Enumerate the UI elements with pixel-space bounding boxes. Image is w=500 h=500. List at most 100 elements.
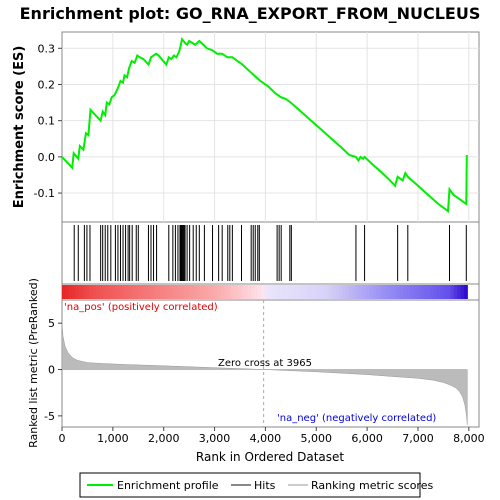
metric-tick-label: 5 xyxy=(48,317,55,330)
colorbar-segment xyxy=(406,285,411,299)
colorbar-segment xyxy=(197,285,202,299)
colorbar-segment xyxy=(139,285,144,299)
colorbar-segment xyxy=(308,285,313,299)
ranking-metric-area xyxy=(61,323,468,426)
colorbar-segment xyxy=(68,285,73,299)
colorbar-segment xyxy=(105,285,110,299)
colorbar-segment xyxy=(159,285,164,299)
metric-axis: -5 0 5 xyxy=(44,317,62,423)
legend: Enrichment profile Hits Ranking metric s… xyxy=(79,472,433,498)
colorbar-segment xyxy=(315,285,320,299)
colorbar-segment xyxy=(430,285,435,299)
colorbar-segment xyxy=(92,285,97,299)
colorbar-segment xyxy=(136,285,141,299)
colorbar-segment xyxy=(463,285,468,299)
colorbar-segment xyxy=(416,285,421,299)
x-tick-label: 4,000 xyxy=(250,432,282,445)
colorbar-segment xyxy=(163,285,168,299)
neg-label: 'na_neg' (negatively correlated) xyxy=(277,413,436,424)
x-tick-label: 2,000 xyxy=(148,432,180,445)
es-tick-label: -0.1 xyxy=(34,187,55,200)
colorbar-segment xyxy=(359,285,364,299)
colorbar-segment xyxy=(247,285,252,299)
colorbar-segment xyxy=(149,285,154,299)
colorbar-segment xyxy=(244,285,249,299)
zero-cross-label: Zero cross at 3965 xyxy=(218,358,312,369)
colorbar-segment xyxy=(241,285,245,299)
colorbar-segment xyxy=(237,285,242,299)
colorbar-segment xyxy=(274,285,279,299)
colorbar-segment xyxy=(457,285,462,299)
colorbar-segment xyxy=(207,285,212,299)
colorbar-segment xyxy=(332,285,337,299)
colorbar-segment xyxy=(295,285,300,299)
es-tick-label: 0.0 xyxy=(38,151,56,164)
colorbar-segment xyxy=(413,285,418,299)
colorbar-segment xyxy=(99,285,104,299)
colorbar-segment xyxy=(379,285,384,299)
colorbar-segment xyxy=(386,285,391,299)
colorbar-segment xyxy=(78,285,83,299)
colorbar-segment xyxy=(362,285,367,299)
colorbar-segment xyxy=(251,285,256,299)
colorbar-segment xyxy=(460,285,465,299)
colorbar-segment xyxy=(453,285,458,299)
colorbar-segment xyxy=(389,285,394,299)
es-tick-label: 0.1 xyxy=(38,115,56,128)
colorbar-segment xyxy=(220,285,225,299)
colorbar-segment xyxy=(335,285,340,299)
colorbar-segment xyxy=(190,285,195,299)
colorbar-segment xyxy=(345,285,350,299)
metric-tick-label: -5 xyxy=(44,410,55,423)
x-tick-label: 0 xyxy=(59,432,66,445)
colorbar-segment xyxy=(369,285,374,299)
colorbar-segment xyxy=(217,285,222,299)
colorbar-segment xyxy=(176,285,181,299)
colorbar-segment xyxy=(440,285,445,299)
colorbar-segment xyxy=(288,285,293,299)
colorbar-segment xyxy=(82,285,87,299)
colorbar-segment xyxy=(203,285,208,299)
colorbar-segment xyxy=(281,285,286,299)
colorbar-segment xyxy=(426,285,431,299)
x-tick-label: 7,000 xyxy=(402,432,434,445)
colorbar-segment xyxy=(423,285,428,299)
colorbar-segment xyxy=(210,285,215,299)
colorbar-segment xyxy=(72,285,77,299)
colorbar-segment xyxy=(119,285,124,299)
x-tick-label: 1,000 xyxy=(97,432,129,445)
colorbar-segment xyxy=(170,285,175,299)
colorbar-segment xyxy=(318,285,323,299)
es-axis-label: Enrichment score (ES) xyxy=(12,46,27,209)
x-tick-label: 5,000 xyxy=(301,432,333,445)
es-gridlines xyxy=(62,32,479,222)
colorbar-segment xyxy=(85,285,90,299)
x-tick-label: 3,000 xyxy=(199,432,231,445)
ranking-colorbar xyxy=(62,285,468,299)
colorbar-segment xyxy=(186,285,191,299)
metric-panel xyxy=(61,299,480,428)
colorbar-segment xyxy=(355,285,360,299)
colorbar-segment xyxy=(62,285,66,299)
colorbar-segment xyxy=(173,285,178,299)
colorbar-segment xyxy=(95,285,100,299)
es-tick-label: 0.2 xyxy=(38,78,56,91)
colorbar-segment xyxy=(392,285,397,299)
colorbar-segment xyxy=(443,285,448,299)
colorbar-segment xyxy=(122,285,127,299)
colorbar-segment xyxy=(365,285,370,299)
colorbar-segment xyxy=(382,285,387,299)
colorbar-segment xyxy=(436,285,441,299)
colorbar-segment xyxy=(349,285,354,299)
colorbar-segment xyxy=(224,285,229,299)
colorbar-segment xyxy=(328,285,333,299)
colorbar-segment xyxy=(403,285,408,299)
colorbar-segment xyxy=(399,285,404,299)
legend-hits-label: Hits xyxy=(254,479,276,492)
colorbar-segment xyxy=(342,285,347,299)
colorbar-segment xyxy=(129,285,134,299)
colorbar-segment xyxy=(116,285,121,299)
colorbar-segment xyxy=(257,285,262,299)
metric-tick-label: 0 xyxy=(48,364,55,377)
hits-panel xyxy=(61,221,480,285)
